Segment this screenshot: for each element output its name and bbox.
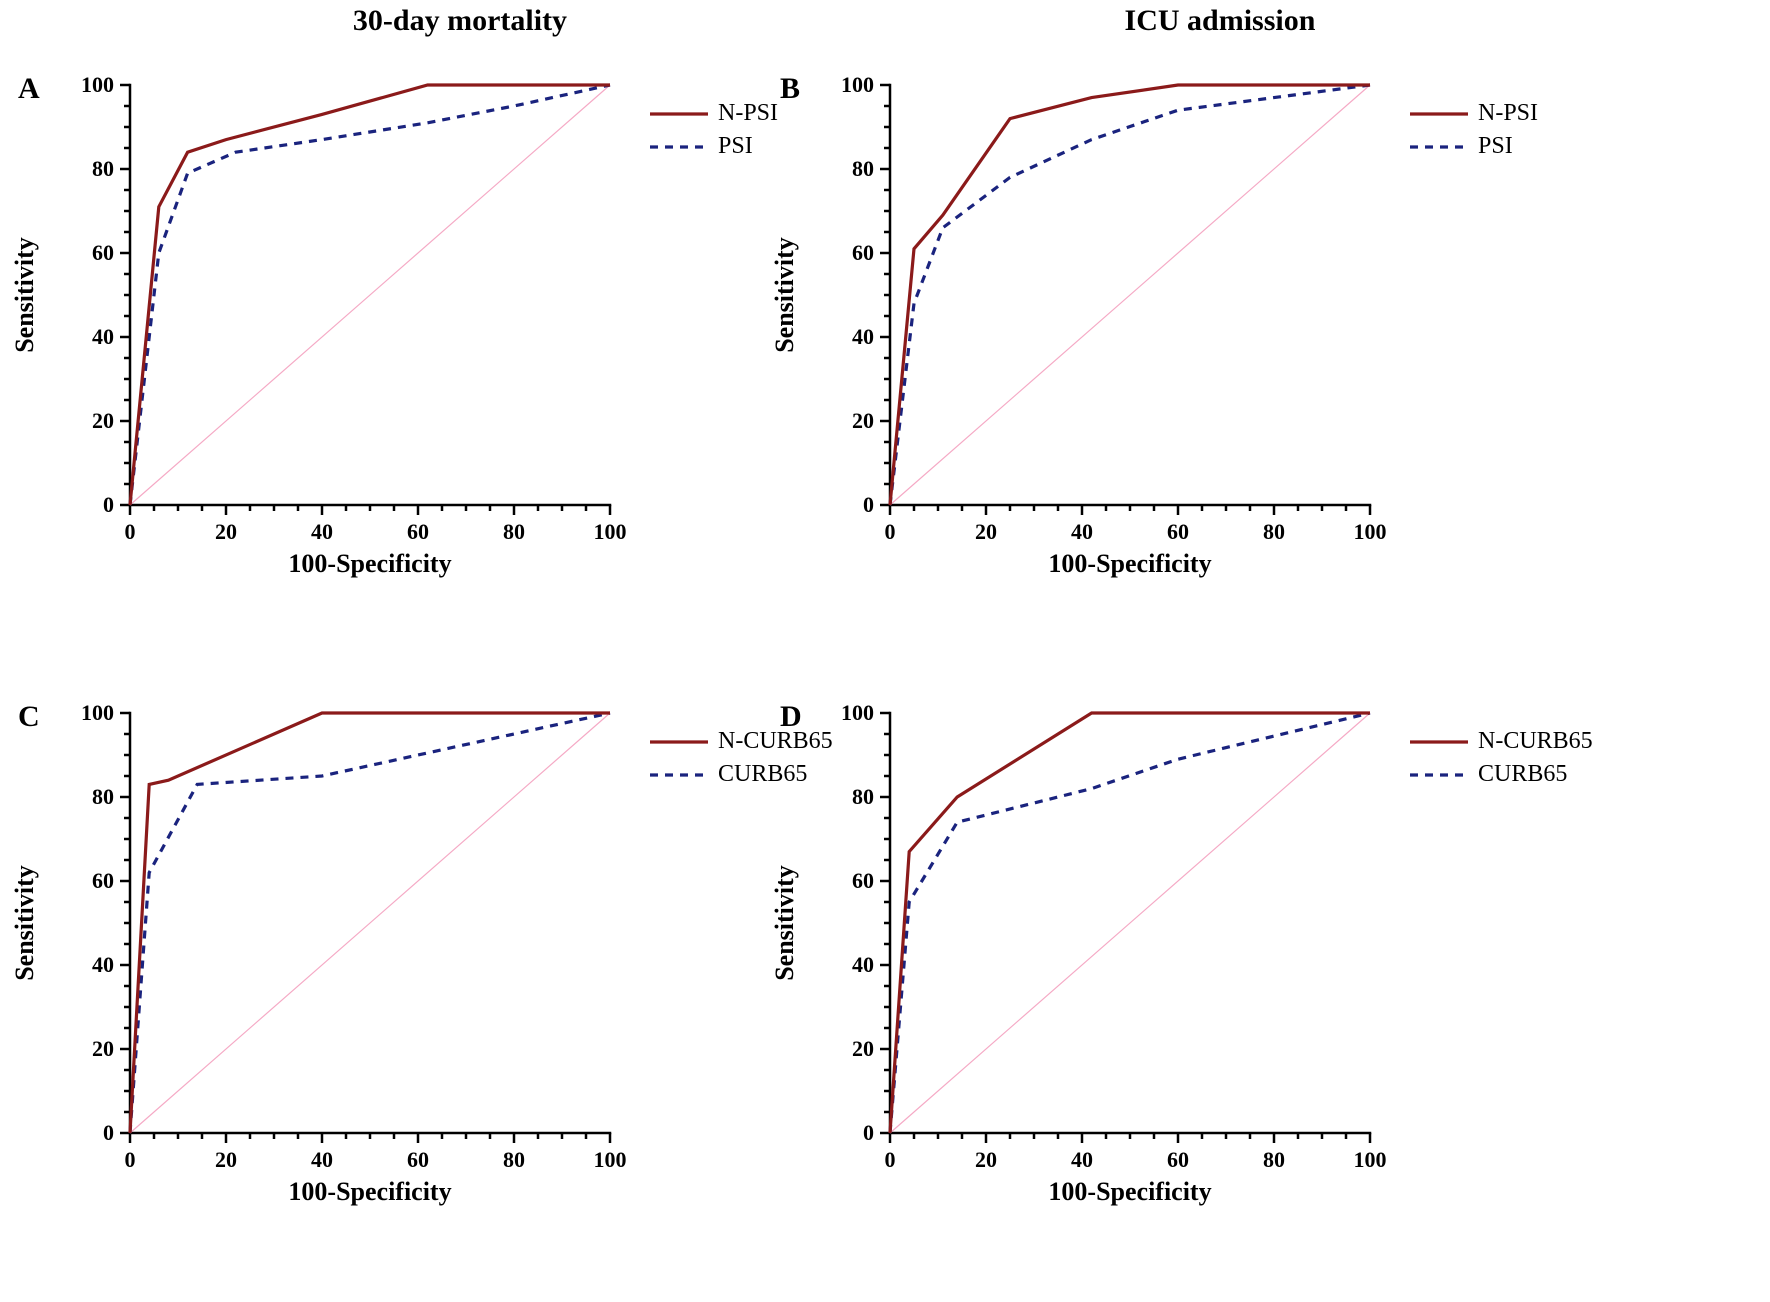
legend-item: CURB65 (1410, 761, 1593, 788)
y-axis-label: Sensitivity (10, 225, 40, 365)
y-tick-label: 60 (828, 240, 874, 266)
column-header: ICU admission (1020, 4, 1420, 38)
x-axis-label: 100-Specificity (890, 549, 1370, 579)
legend-label: N-PSI (718, 100, 778, 127)
y-tick-label: 40 (68, 952, 114, 978)
x-tick-label: 60 (398, 519, 438, 545)
y-tick-label: 100 (68, 72, 114, 98)
x-tick-label: 80 (494, 1147, 534, 1173)
x-tick-label: 80 (1254, 1147, 1294, 1173)
y-tick-label: 20 (68, 408, 114, 434)
legend-swatch (650, 764, 708, 786)
legend-swatch (1410, 136, 1468, 158)
x-tick-label: 100 (590, 519, 630, 545)
legend-item: CURB65 (650, 761, 833, 788)
y-tick-label: 100 (68, 700, 114, 726)
legend-swatch (1410, 731, 1468, 753)
x-tick-label: 40 (302, 519, 342, 545)
y-tick-label: 20 (68, 1036, 114, 1062)
legend-item: N-PSI (1410, 100, 1538, 127)
y-axis-label: Sensitivity (770, 853, 800, 993)
y-tick-label: 0 (68, 492, 114, 518)
x-tick-label: 60 (398, 1147, 438, 1173)
x-tick-label: 20 (966, 1147, 1006, 1173)
legend-label: CURB65 (718, 761, 807, 788)
x-tick-label: 40 (302, 1147, 342, 1173)
x-tick-label: 20 (206, 1147, 246, 1173)
legend-swatch (650, 731, 708, 753)
y-axis-label: Sensitivity (770, 225, 800, 365)
x-tick-label: 100 (1350, 1147, 1390, 1173)
y-tick-label: 80 (68, 156, 114, 182)
y-tick-label: 20 (828, 1036, 874, 1062)
roc-plot-b (890, 85, 1370, 505)
y-tick-label: 0 (68, 1120, 114, 1146)
legend: N-CURB65 CURB65 (1410, 728, 1593, 794)
x-tick-label: 20 (206, 519, 246, 545)
x-tick-label: 60 (1158, 1147, 1198, 1173)
legend-label: N-PSI (1478, 100, 1538, 127)
y-axis-label: Sensitivity (10, 853, 40, 993)
x-tick-label: 60 (1158, 519, 1198, 545)
roc-plot-a (130, 85, 610, 505)
legend-item: PSI (1410, 133, 1538, 160)
legend-swatch (1410, 764, 1468, 786)
legend-swatch (1410, 103, 1468, 125)
y-tick-label: 60 (68, 868, 114, 894)
legend-item: PSI (650, 133, 778, 160)
roc-plot-d (890, 713, 1370, 1133)
x-tick-label: 40 (1062, 1147, 1102, 1173)
y-tick-label: 20 (828, 408, 874, 434)
legend: N-PSI PSI (650, 100, 778, 166)
y-tick-label: 60 (828, 868, 874, 894)
reference-diagonal (890, 713, 1370, 1133)
y-tick-label: 80 (828, 156, 874, 182)
x-tick-label: 40 (1062, 519, 1102, 545)
x-tick-label: 0 (110, 1147, 150, 1173)
legend-item: N-CURB65 (650, 728, 833, 755)
panel-label-c: C (18, 700, 40, 734)
roc-plot-c (130, 713, 610, 1133)
legend-swatch (650, 136, 708, 158)
y-tick-label: 80 (828, 784, 874, 810)
legend-label: CURB65 (1478, 761, 1567, 788)
x-tick-label: 80 (1254, 519, 1294, 545)
y-tick-label: 40 (828, 952, 874, 978)
legend-label: PSI (718, 133, 753, 160)
y-tick-label: 0 (828, 492, 874, 518)
y-tick-label: 100 (828, 700, 874, 726)
x-tick-label: 20 (966, 519, 1006, 545)
y-tick-label: 100 (828, 72, 874, 98)
y-tick-label: 40 (828, 324, 874, 350)
panel-label-d: D (780, 700, 802, 734)
x-tick-label: 80 (494, 519, 534, 545)
x-tick-label: 0 (870, 1147, 910, 1173)
legend-swatch (650, 103, 708, 125)
legend-item: N-PSI (650, 100, 778, 127)
legend: N-PSI PSI (1410, 100, 1538, 166)
legend-item: N-CURB65 (1410, 728, 1593, 755)
column-header: 30-day mortality (260, 4, 660, 38)
y-tick-label: 80 (68, 784, 114, 810)
x-tick-label: 100 (590, 1147, 630, 1173)
legend-label: PSI (1478, 133, 1513, 160)
y-tick-label: 0 (828, 1120, 874, 1146)
x-tick-label: 0 (110, 519, 150, 545)
panel-label-b: B (780, 72, 800, 106)
x-tick-label: 0 (870, 519, 910, 545)
reference-diagonal (890, 85, 1370, 505)
x-axis-label: 100-Specificity (130, 549, 610, 579)
x-axis-label: 100-Specificity (890, 1177, 1370, 1207)
legend-label: N-CURB65 (1478, 728, 1593, 755)
y-tick-label: 60 (68, 240, 114, 266)
legend-label: N-CURB65 (718, 728, 833, 755)
panel-label-a: A (18, 72, 40, 106)
reference-diagonal (130, 713, 610, 1133)
x-axis-label: 100-Specificity (130, 1177, 610, 1207)
roc-figure-grid: 30-day mortality ICU admission A 0 20 40 60 80 1… (0, 0, 1770, 1302)
y-tick-label: 40 (68, 324, 114, 350)
legend: N-CURB65 CURB65 (650, 728, 833, 794)
x-tick-label: 100 (1350, 519, 1390, 545)
